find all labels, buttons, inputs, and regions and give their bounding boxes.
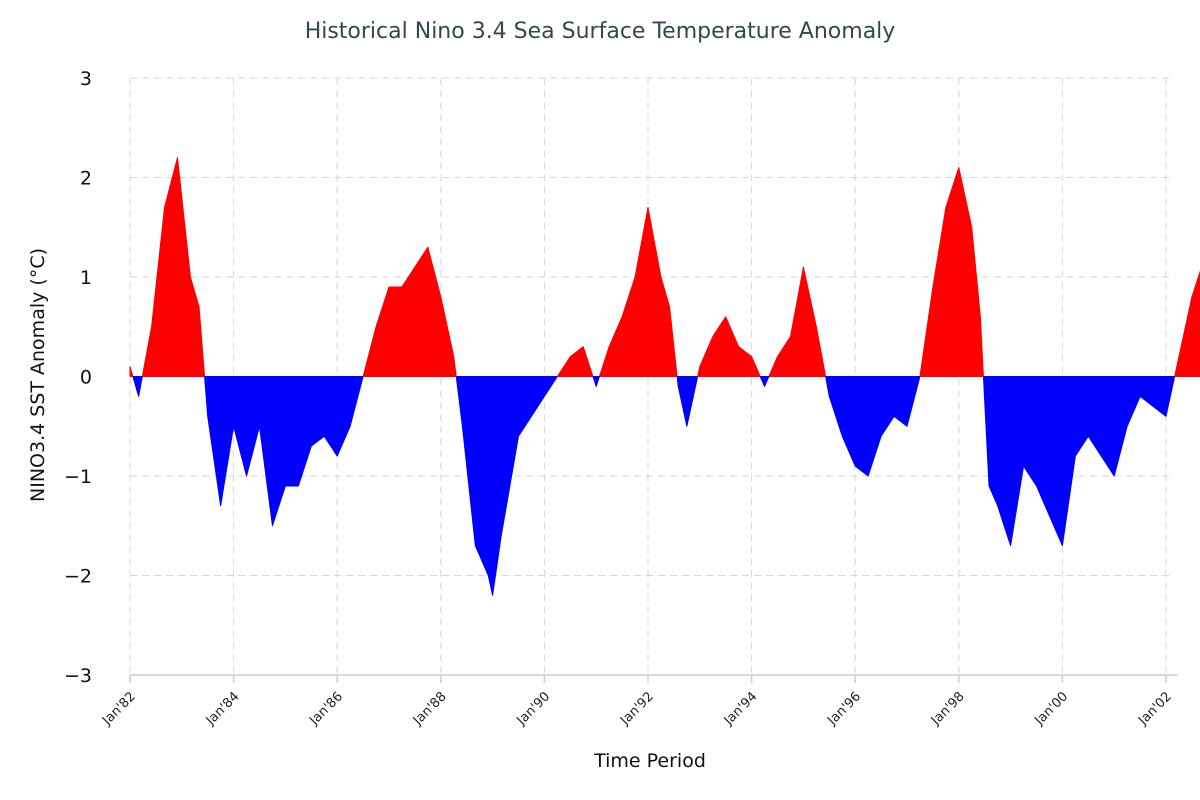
x-axis-title: Time Period <box>593 750 706 772</box>
x-tick-label: Jan'96 <box>824 689 864 729</box>
x-axis <box>129 674 1178 683</box>
x-tick-label: Jan'82 <box>99 689 139 729</box>
y-tick-label: 2 <box>80 168 92 190</box>
negative-anomaly-area <box>132 376 1176 596</box>
x-tick-label: Jan'86 <box>306 689 346 729</box>
y-axis-title: NINO3.4 SST Anomaly (°C) <box>27 248 49 502</box>
anomaly-area <box>129 157 1200 596</box>
x-tick-label: Jan'88 <box>410 689 450 729</box>
x-tick-label: Jan'92 <box>617 689 657 729</box>
x-tick-label: Jan'90 <box>514 689 554 729</box>
x-tick-label: Jan'98 <box>928 689 968 729</box>
y-tick-label: 3 <box>80 68 92 90</box>
y-tick-label: −3 <box>64 665 92 687</box>
y-tick-label: −2 <box>64 566 92 588</box>
x-axis-ticks: Jan'82 Jan'84 Jan'86 Jan'88 Jan'90 Jan'92 Jan'… <box>99 689 1175 729</box>
grid-lines <box>129 77 1170 675</box>
x-tick-label: Jan'00 <box>1032 689 1072 729</box>
x-tick-label: Jan'94 <box>721 689 761 729</box>
x-tick-label: Jan'02 <box>1135 689 1175 729</box>
chart-title: Historical Nino 3.4 Sea Surface Temperat… <box>305 19 896 44</box>
y-tick-label: −1 <box>64 466 92 488</box>
x-tick-label: Jan'84 <box>203 689 243 729</box>
y-tick-label: 1 <box>80 267 92 289</box>
y-tick-label: 0 <box>80 367 92 389</box>
positive-anomaly-area <box>129 157 1200 377</box>
y-axis: 3 2 1 0 −1 −2 −3 <box>64 68 92 687</box>
